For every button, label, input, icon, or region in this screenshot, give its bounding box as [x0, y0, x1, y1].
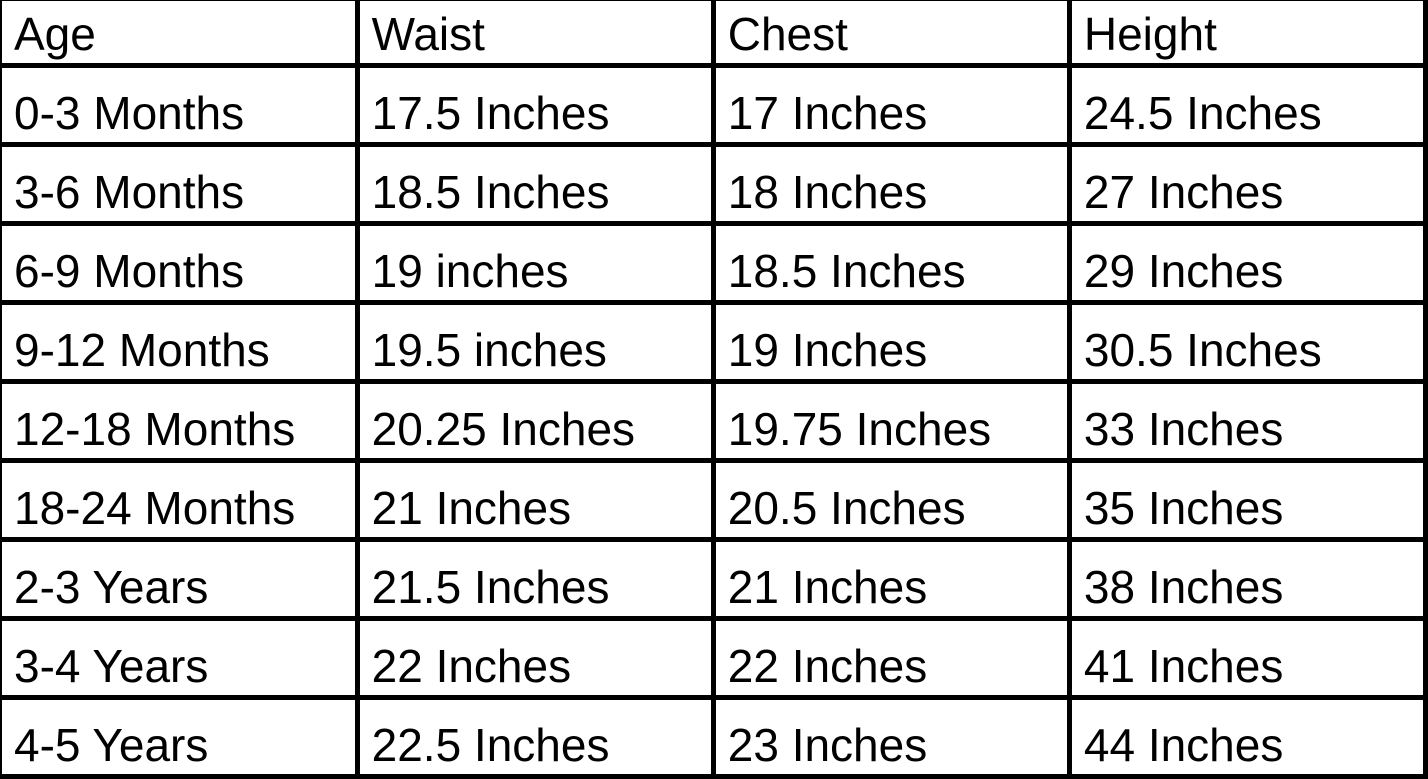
cell-chest: 23 Inches [710, 695, 1072, 779]
column-header-waist: Waist [354, 0, 716, 68]
column-header-chest: Chest [710, 0, 1072, 68]
column-header-age: Age [0, 0, 360, 68]
table-row: 0-3 Months 17.5 Inches 17 Inches 24.5 In… [0, 63, 1428, 147]
table-row: 12-18 Months 20.25 Inches 19.75 Inches 3… [0, 379, 1428, 463]
cell-chest: 18 Inches [710, 142, 1072, 226]
cell-chest: 22 Inches [710, 616, 1072, 700]
cell-waist: 21 Inches [354, 458, 716, 542]
cell-chest: 19.75 Inches [710, 379, 1072, 463]
cell-waist: 22 Inches [354, 616, 716, 700]
table-row: 9-12 Months 19.5 inches 19 Inches 30.5 I… [0, 300, 1428, 384]
table-row: 3-4 Years 22 Inches 22 Inches 41 Inches [0, 616, 1428, 700]
cell-chest: 18.5 Inches [710, 221, 1072, 305]
header-row: Age Waist Chest Height [0, 0, 1428, 68]
cell-height: 29 Inches [1066, 221, 1428, 305]
table-row: 2-3 Years 21.5 Inches 21 Inches 38 Inche… [0, 537, 1428, 621]
cell-chest: 21 Inches [710, 537, 1072, 621]
cell-age: 4-5 Years [0, 695, 360, 779]
column-header-height: Height [1066, 0, 1428, 68]
cell-height: 35 Inches [1066, 458, 1428, 542]
cell-height: 27 Inches [1066, 142, 1428, 226]
cell-height: 33 Inches [1066, 379, 1428, 463]
cell-waist: 20.25 Inches [354, 379, 716, 463]
cell-height: 24.5 Inches [1066, 63, 1428, 147]
cell-height: 41 Inches [1066, 616, 1428, 700]
cell-chest: 17 Inches [710, 63, 1072, 147]
cell-waist: 19 inches [354, 221, 716, 305]
cell-age: 18-24 Months [0, 458, 360, 542]
cell-chest: 20.5 Inches [710, 458, 1072, 542]
cell-waist: 22.5 Inches [354, 695, 716, 779]
cell-age: 6-9 Months [0, 221, 360, 305]
cell-waist: 18.5 Inches [354, 142, 716, 226]
cell-age: 3-4 Years [0, 616, 360, 700]
cell-waist: 21.5 Inches [354, 537, 716, 621]
cell-age: 9-12 Months [0, 300, 360, 384]
cell-age: 12-18 Months [0, 379, 360, 463]
cell-height: 44 Inches [1066, 695, 1428, 779]
cell-waist: 19.5 inches [354, 300, 716, 384]
cell-chest: 19 Inches [710, 300, 1072, 384]
table-row: 18-24 Months 21 Inches 20.5 Inches 35 In… [0, 458, 1428, 542]
cell-age: 3-6 Months [0, 142, 360, 226]
table-row: 4-5 Years 22.5 Inches 23 Inches 44 Inche… [0, 695, 1428, 779]
cell-height: 38 Inches [1066, 537, 1428, 621]
cell-age: 2-3 Years [0, 537, 360, 621]
cell-height: 30.5 Inches [1066, 300, 1428, 384]
table-row: 3-6 Months 18.5 Inches 18 Inches 27 Inch… [0, 142, 1428, 226]
cell-waist: 17.5 Inches [354, 63, 716, 147]
cell-age: 0-3 Months [0, 63, 360, 147]
table-row: 6-9 Months 19 inches 18.5 Inches 29 Inch… [0, 221, 1428, 305]
